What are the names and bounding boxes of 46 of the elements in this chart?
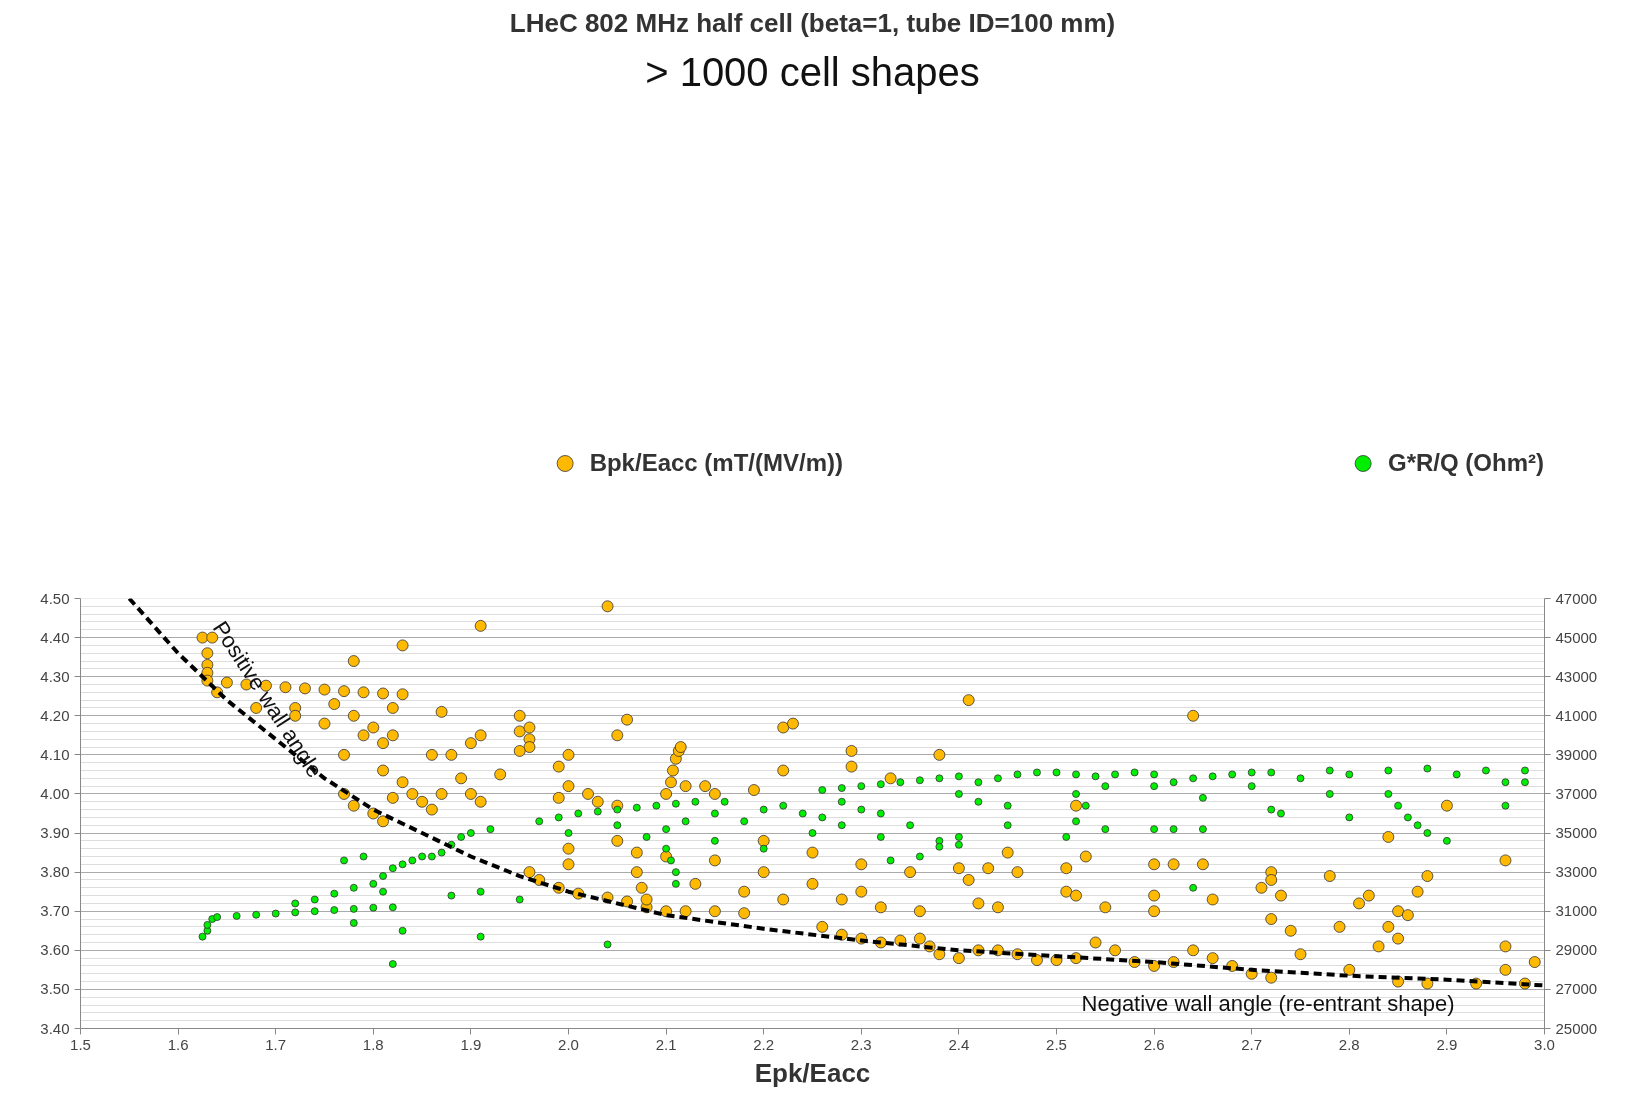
y2-tick-label: 45000	[1555, 628, 1598, 646]
y2-tick-label: 35000	[1555, 824, 1598, 842]
y2-tick-label: 37000	[1555, 784, 1598, 802]
x-tick-label: 2.6	[1143, 1035, 1165, 1053]
x-tick-label: 1.8	[362, 1035, 384, 1053]
y-tick-label: 3.60	[40, 941, 70, 959]
y2-tick-label: 43000	[1555, 667, 1598, 685]
y2-tick-label: 47000	[1555, 589, 1598, 607]
y2-tick-label: 39000	[1555, 745, 1598, 763]
y-tick-label: 3.70	[40, 902, 70, 920]
x-tick-label: 2.5	[1046, 1035, 1067, 1053]
y-tick-label: 4.50	[40, 589, 70, 607]
x-tick-label: 2.8	[1338, 1035, 1360, 1053]
y-tick-label: 3.50	[40, 980, 70, 998]
y2-tick-label: 33000	[1555, 863, 1598, 881]
y2-tick-label: 41000	[1555, 706, 1598, 724]
x-tick-label: 2.1	[655, 1035, 677, 1053]
x-tick-label: 1.9	[460, 1035, 482, 1053]
x-axis-title: Epk/Eacc	[754, 1057, 871, 1088]
y-tick-label: 4.30	[40, 667, 70, 685]
chart-subtitle: > 1000 cell shapes	[645, 49, 980, 94]
y-tick-label: 4.00	[40, 784, 70, 802]
x-tick-label: 1.7	[265, 1035, 287, 1053]
y2-tick-label: 25000	[1555, 1019, 1598, 1037]
x-tick-label: 2.0	[558, 1035, 579, 1053]
x-tick-label: 1.5	[70, 1035, 91, 1053]
x-tick-label: 2.2	[753, 1035, 775, 1053]
x-tick-label: 3.0	[1534, 1035, 1555, 1053]
x-tick-label: 1.6	[167, 1035, 189, 1053]
y2-tick-label: 27000	[1555, 980, 1598, 998]
x-tick-label: 2.4	[948, 1035, 970, 1053]
legend-label: Bpk/Eacc (mT/(MV/m))	[589, 449, 843, 477]
y-tick-label: 3.90	[40, 824, 70, 842]
y-tick-label: 4.20	[40, 706, 70, 724]
legend-label: G*R/Q (Ohm²)	[1388, 449, 1544, 477]
y-tick-label: 4.40	[40, 628, 70, 646]
y-tick-label: 3.80	[40, 863, 70, 881]
annotation: Negative wall angle (re-entrant shape)	[1081, 991, 1455, 1016]
x-tick-label: 2.7	[1241, 1035, 1263, 1053]
y-tick-label: 3.40	[40, 1019, 70, 1037]
y2-tick-label: 31000	[1555, 902, 1598, 920]
chart-title: LHeC 802 MHz half cell (beta=1, tube ID=100 mm)	[509, 7, 1116, 38]
y2-tick-label: 29000	[1555, 941, 1598, 959]
y-tick-label: 4.10	[40, 745, 70, 763]
x-tick-label: 2.3	[850, 1035, 872, 1053]
x-tick-label: 2.9	[1436, 1035, 1458, 1053]
